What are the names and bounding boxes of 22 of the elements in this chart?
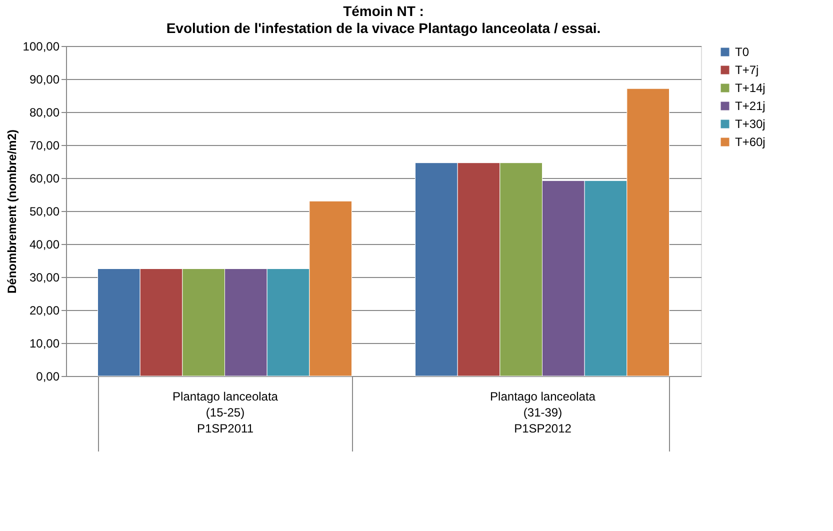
legend-label: T+21j <box>735 99 766 113</box>
y-tick-label: 0,00 <box>36 370 60 384</box>
legend-label: T0 <box>735 45 750 59</box>
y-tick-label: 90,00 <box>29 72 60 86</box>
chart-title: Témoin NT : <box>343 3 424 19</box>
y-axis-title: Dénombrement (nombre/m2) <box>4 129 19 294</box>
y-tick-label: 100,00 <box>22 40 60 54</box>
y-tick-label: 50,00 <box>29 204 60 218</box>
legend-label: T+7j <box>735 63 759 77</box>
y-tick-label: 40,00 <box>29 238 60 252</box>
y-tick-label: 30,00 <box>29 270 60 284</box>
x-tick-label: Plantago lanceolata (15-25) P1SP2011 <box>172 390 278 436</box>
y-tick-label: 80,00 <box>29 106 60 120</box>
legend-label: T+60j <box>735 135 766 149</box>
y-tick-label: 60,00 <box>29 172 60 186</box>
y-tick-label: 20,00 <box>29 304 60 318</box>
y-tick-label: 10,00 <box>29 336 60 350</box>
y-tick-label: 70,00 <box>29 138 60 152</box>
legend-label: T+14j <box>735 81 766 95</box>
legend-label: T+30j <box>735 117 766 131</box>
x-tick-label: Plantago lanceolata (31-39) P1SP2012 <box>490 390 596 436</box>
chart-subtitle: Evolution de l'infestation de la vivace Plantago lanceolata / essai. <box>166 20 601 36</box>
